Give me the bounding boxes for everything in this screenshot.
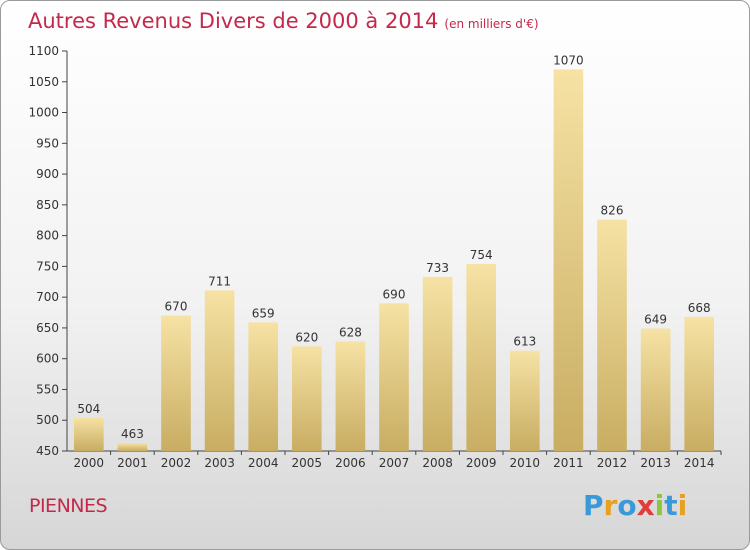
bar [248, 322, 279, 451]
data-label: 659 [252, 306, 275, 320]
logo-letter: i [654, 489, 665, 522]
data-label: 826 [601, 204, 624, 218]
bar [466, 263, 497, 451]
y-tick-label: 450 [36, 444, 59, 458]
x-tick-label: 2014 [684, 456, 715, 470]
x-tick-label: 2011 [553, 456, 584, 470]
logo-letter: P [583, 489, 604, 522]
data-label: 670 [165, 300, 188, 314]
x-tick-label: 2007 [379, 456, 410, 470]
y-tick-label: 600 [36, 352, 59, 366]
data-label: 668 [688, 301, 711, 315]
bar [509, 350, 540, 451]
data-label: 754 [470, 248, 493, 262]
bar [553, 69, 584, 451]
bar [422, 276, 453, 451]
x-tick-label: 2002 [161, 456, 192, 470]
y-tick-label: 550 [36, 382, 59, 396]
bar [73, 417, 104, 451]
data-label: 733 [426, 261, 449, 275]
data-label: 613 [513, 335, 536, 349]
y-tick-label: 950 [36, 136, 59, 150]
y-tick-label: 1050 [28, 75, 59, 89]
y-tick-label: 700 [36, 290, 59, 304]
chart-unit: (en milliers d'€) [444, 17, 539, 31]
logo-letter: o [617, 489, 637, 522]
place-name: PIENNES [29, 495, 108, 517]
x-tick-label: 2010 [510, 456, 541, 470]
bar [117, 443, 148, 451]
x-tick-label: 2008 [422, 456, 453, 470]
x-tick-label: 2013 [640, 456, 671, 470]
x-tick-label: 2000 [74, 456, 105, 470]
y-tick-label: 800 [36, 229, 59, 243]
data-label: 649 [644, 313, 667, 327]
proxiti-logo: Proxiti [583, 489, 687, 522]
bar [204, 290, 235, 451]
data-label: 711 [208, 274, 231, 288]
y-tick-label: 850 [36, 198, 59, 212]
y-tick-label: 1000 [28, 106, 59, 120]
x-tick-label: 2003 [204, 456, 235, 470]
x-tick-label: 2005 [292, 456, 323, 470]
data-label: 628 [339, 325, 362, 339]
bar [640, 328, 671, 451]
data-label: 463 [121, 427, 144, 441]
data-label: 1070 [553, 53, 584, 67]
logo-letter: x [636, 489, 655, 522]
logo-letter: i [677, 489, 688, 522]
y-tick-label: 650 [36, 321, 59, 335]
bar [291, 346, 322, 451]
y-tick-label: 500 [36, 413, 59, 427]
data-label: 504 [77, 402, 100, 416]
x-tick-label: 2006 [335, 456, 366, 470]
bar [597, 219, 627, 451]
y-tick-label: 750 [36, 259, 59, 273]
logo-letter: r [603, 489, 618, 522]
bar [161, 315, 191, 451]
x-tick-label: 2009 [466, 456, 497, 470]
data-label: 620 [295, 330, 318, 344]
y-tick-label: 1100 [28, 44, 59, 58]
y-tick-label: 900 [36, 167, 59, 181]
data-label: 690 [383, 287, 406, 301]
bar [335, 341, 366, 451]
chart-title: Autres Revenus Divers de 2000 à 2014 (en … [28, 9, 539, 33]
x-tick-label: 2012 [597, 456, 628, 470]
x-tick-label: 2004 [248, 456, 279, 470]
logo-letter: t [664, 489, 678, 522]
x-tick-label: 2001 [117, 456, 148, 470]
bar [379, 303, 409, 451]
bar [684, 316, 715, 451]
